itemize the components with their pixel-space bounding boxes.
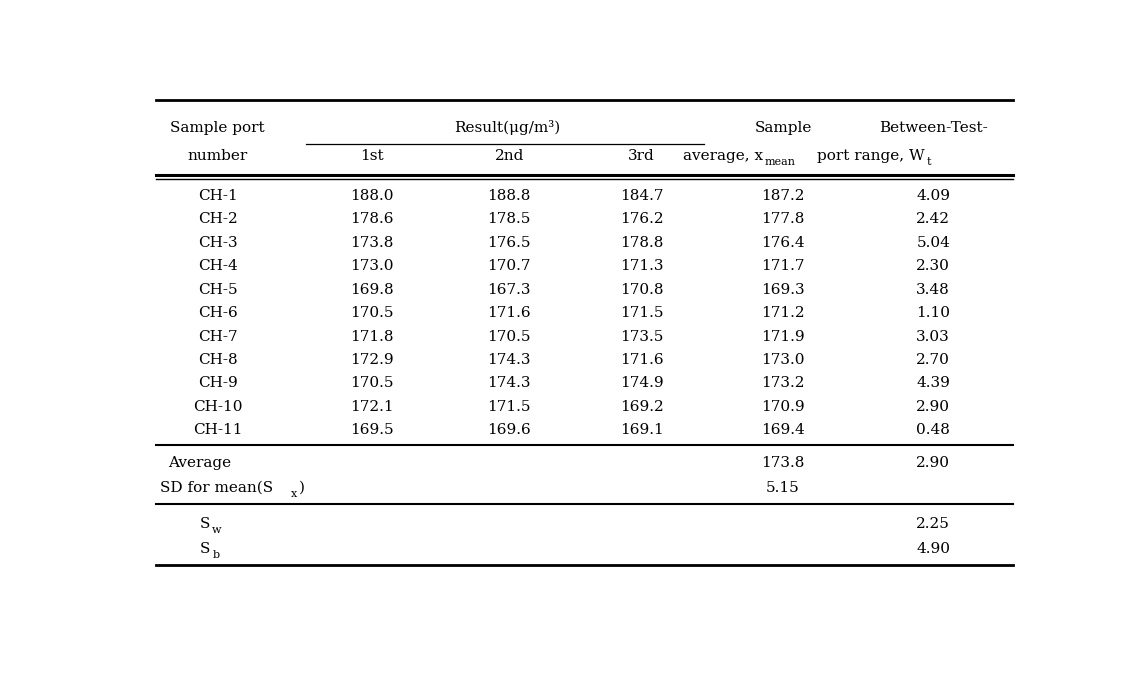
Text: 184.7: 184.7	[620, 189, 663, 203]
Text: Sample: Sample	[755, 121, 812, 135]
Text: 170.7: 170.7	[488, 260, 531, 273]
Text: 188.8: 188.8	[488, 189, 531, 203]
Text: port range, W: port range, W	[816, 149, 925, 163]
Text: 173.5: 173.5	[620, 329, 663, 344]
Text: CH-10: CH-10	[193, 400, 243, 414]
Text: CH-2: CH-2	[197, 212, 237, 227]
Text: 3.48: 3.48	[917, 283, 950, 296]
Text: 171.2: 171.2	[762, 306, 805, 320]
Text: 2.30: 2.30	[917, 260, 950, 273]
Text: 188.0: 188.0	[350, 189, 394, 203]
Text: 5.15: 5.15	[766, 481, 800, 495]
Text: Sample port: Sample port	[170, 121, 264, 135]
Text: 174.9: 174.9	[620, 376, 663, 390]
Text: 172.9: 172.9	[350, 353, 394, 367]
Text: 1st: 1st	[360, 149, 384, 163]
Text: 170.8: 170.8	[620, 283, 663, 296]
Text: 170.9: 170.9	[762, 400, 805, 414]
Text: average, x: average, x	[684, 149, 764, 163]
Text: x: x	[291, 489, 298, 499]
Text: 2nd: 2nd	[495, 149, 524, 163]
Text: Result(μg/m³): Result(μg/m³)	[455, 120, 561, 135]
Text: 171.8: 171.8	[350, 329, 394, 344]
Text: 4.90: 4.90	[917, 542, 951, 556]
Text: w: w	[212, 525, 222, 535]
Text: b: b	[212, 550, 219, 560]
Text: 171.5: 171.5	[488, 400, 531, 414]
Text: 172.1: 172.1	[350, 400, 394, 414]
Text: mean: mean	[765, 157, 796, 167]
Text: 178.6: 178.6	[350, 212, 394, 227]
Text: 169.1: 169.1	[620, 423, 663, 437]
Text: 171.6: 171.6	[620, 353, 663, 367]
Text: 176.2: 176.2	[620, 212, 663, 227]
Text: 2.25: 2.25	[917, 517, 950, 531]
Text: 174.3: 174.3	[488, 376, 531, 390]
Text: 173.8: 173.8	[762, 456, 805, 470]
Text: 170.5: 170.5	[350, 376, 394, 390]
Text: 176.4: 176.4	[762, 236, 805, 250]
Text: 171.7: 171.7	[762, 260, 805, 273]
Text: 167.3: 167.3	[488, 283, 531, 296]
Text: CH-5: CH-5	[197, 283, 237, 296]
Text: 169.2: 169.2	[620, 400, 663, 414]
Text: 4.39: 4.39	[917, 376, 950, 390]
Text: 170.5: 170.5	[350, 306, 394, 320]
Text: 4.09: 4.09	[917, 189, 951, 203]
Text: Between-Test-: Between-Test-	[879, 121, 987, 135]
Text: 169.5: 169.5	[350, 423, 394, 437]
Text: ): )	[299, 481, 304, 495]
Text: CH-7: CH-7	[197, 329, 237, 344]
Text: 171.5: 171.5	[620, 306, 663, 320]
Text: 187.2: 187.2	[762, 189, 805, 203]
Text: 173.0: 173.0	[350, 260, 394, 273]
Text: 171.3: 171.3	[620, 260, 663, 273]
Text: 170.5: 170.5	[488, 329, 531, 344]
Text: CH-6: CH-6	[197, 306, 237, 320]
Text: CH-4: CH-4	[197, 260, 237, 273]
Text: CH-9: CH-9	[197, 376, 237, 390]
Text: 173.2: 173.2	[762, 376, 805, 390]
Text: SD for mean(S: SD for mean(S	[160, 481, 274, 495]
Text: 171.6: 171.6	[487, 306, 531, 320]
Text: 174.3: 174.3	[488, 353, 531, 367]
Text: CH-8: CH-8	[197, 353, 237, 367]
Text: 178.5: 178.5	[488, 212, 531, 227]
Text: Average: Average	[169, 456, 231, 470]
Text: 1.10: 1.10	[917, 306, 951, 320]
Text: S: S	[200, 542, 210, 556]
Text: 169.6: 169.6	[487, 423, 531, 437]
Text: 3rd: 3rd	[628, 149, 656, 163]
Text: 2.70: 2.70	[917, 353, 950, 367]
Text: number: number	[187, 149, 247, 163]
Text: 0.48: 0.48	[917, 423, 950, 437]
Text: 169.8: 169.8	[350, 283, 394, 296]
Text: 178.8: 178.8	[620, 236, 663, 250]
Text: 2.90: 2.90	[917, 400, 951, 414]
Text: 169.3: 169.3	[762, 283, 805, 296]
Text: 171.9: 171.9	[762, 329, 805, 344]
Text: 3.03: 3.03	[917, 329, 950, 344]
Text: t: t	[926, 157, 930, 167]
Text: 169.4: 169.4	[762, 423, 805, 437]
Text: CH-3: CH-3	[197, 236, 237, 250]
Text: 173.0: 173.0	[762, 353, 805, 367]
Text: 2.90: 2.90	[917, 456, 951, 470]
Text: CH-1: CH-1	[197, 189, 237, 203]
Text: 177.8: 177.8	[762, 212, 805, 227]
Text: S: S	[200, 517, 210, 531]
Text: 2.42: 2.42	[917, 212, 951, 227]
Text: 176.5: 176.5	[488, 236, 531, 250]
Text: 5.04: 5.04	[917, 236, 950, 250]
Text: 173.8: 173.8	[350, 236, 394, 250]
Text: CH-11: CH-11	[193, 423, 243, 437]
